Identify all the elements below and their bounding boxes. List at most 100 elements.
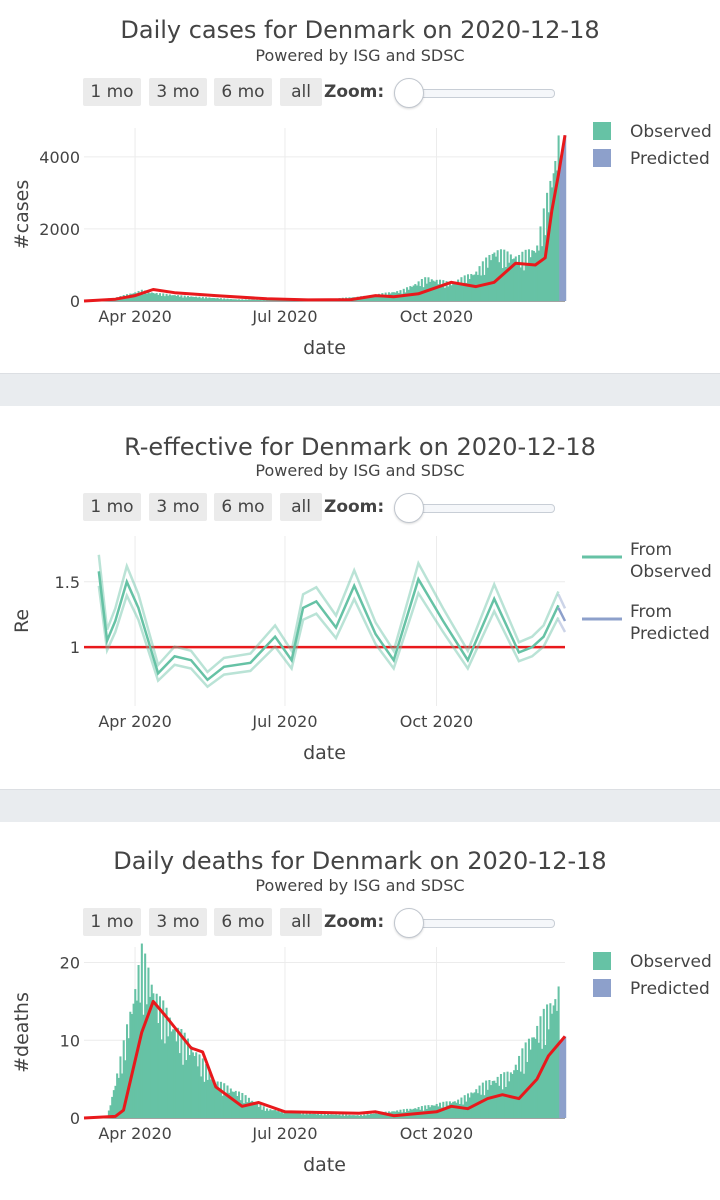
- bar: [537, 1042, 540, 1118]
- bar: [328, 1114, 331, 1118]
- bar: [213, 1080, 216, 1118]
- bar: [447, 1105, 450, 1118]
- bar: [239, 1100, 242, 1118]
- bar: [359, 1114, 362, 1118]
- range-3mo-button[interactable]: 3 mo: [149, 493, 207, 521]
- bar: [270, 300, 274, 301]
- bar: [371, 1113, 374, 1118]
- bar: [292, 1112, 295, 1118]
- legend-label: Observed: [630, 122, 712, 142]
- bar: [511, 259, 514, 301]
- range-3mo-button[interactable]: 3 mo: [149, 78, 207, 106]
- bar: [145, 293, 148, 301]
- bar: [249, 299, 252, 301]
- bar: [443, 287, 446, 301]
- bar: [160, 295, 163, 301]
- bar: [559, 160, 562, 301]
- bar: [508, 1081, 511, 1118]
- bar: [483, 1095, 486, 1118]
- bar: [373, 295, 376, 301]
- range-all-button[interactable]: all: [280, 493, 322, 521]
- deaths-panel: Daily deaths for Denmark on 2020-12-18 P…: [0, 822, 720, 1200]
- bar: [126, 1024, 129, 1118]
- bar: [531, 250, 534, 301]
- bar: [182, 297, 185, 301]
- bar: [145, 1004, 148, 1118]
- bar: [374, 1113, 377, 1118]
- bar: [233, 1092, 236, 1118]
- bar: [282, 1113, 285, 1118]
- y-tick-label: 20: [60, 954, 80, 973]
- bar: [109, 1105, 112, 1118]
- bar: [501, 268, 504, 301]
- range-6mo-button[interactable]: 6 mo: [214, 78, 272, 106]
- legend-label: From: [630, 540, 672, 560]
- bar: [163, 296, 166, 301]
- bar: [247, 299, 250, 301]
- bar: [452, 1101, 455, 1118]
- bar: [493, 1080, 496, 1118]
- bar: [524, 249, 527, 301]
- zoom-slider-thumb[interactable]: [394, 78, 424, 108]
- bar: [498, 1085, 501, 1118]
- bar: [478, 266, 481, 301]
- range-6mo-button[interactable]: 6 mo: [214, 908, 272, 936]
- bar: [205, 297, 208, 301]
- bar: [274, 1109, 277, 1118]
- bar: [162, 1000, 165, 1118]
- bar: [308, 1113, 311, 1118]
- bar: [401, 293, 404, 301]
- bar: [246, 299, 249, 301]
- x-tick-label: Apr 2020: [98, 307, 171, 326]
- bar: [434, 281, 437, 301]
- range-all-button[interactable]: all: [280, 908, 322, 936]
- bar: [139, 293, 142, 301]
- bar: [264, 1110, 267, 1118]
- bar: [236, 299, 239, 301]
- bar: [157, 294, 160, 301]
- bar: [206, 1079, 209, 1118]
- range-3mo-button[interactable]: 3 mo: [149, 908, 207, 936]
- bar: [295, 1112, 298, 1118]
- range-1mo-button[interactable]: 1 mo: [83, 78, 141, 106]
- x-tick-label: Jul 2020: [251, 1124, 317, 1143]
- fit-line: [83, 999, 567, 1120]
- bar: [275, 300, 278, 301]
- bar: [121, 1073, 124, 1118]
- bar: [140, 289, 143, 301]
- y-tick-label: 10: [60, 1031, 80, 1050]
- bar: [458, 1103, 461, 1118]
- bar: [244, 299, 247, 301]
- chart-title: Daily deaths for Denmark on 2020-12-18: [113, 847, 607, 875]
- bar: [218, 298, 221, 301]
- zoom-slider-thumb[interactable]: [394, 908, 424, 938]
- bar: [318, 1114, 321, 1118]
- bar: [219, 1081, 222, 1118]
- lower-band-line: [97, 585, 560, 689]
- range-6mo-button[interactable]: 6 mo: [214, 493, 272, 521]
- x-axis-title: date: [303, 337, 346, 359]
- bar: [322, 1115, 325, 1118]
- bar: [555, 1010, 558, 1118]
- bar: [177, 1027, 180, 1118]
- bar: [382, 295, 386, 301]
- bar: [480, 275, 483, 301]
- bar: [170, 295, 173, 301]
- bar: [338, 1114, 341, 1118]
- bar: [154, 293, 157, 301]
- bar: [247, 1097, 250, 1118]
- range-1mo-button[interactable]: 1 mo: [83, 908, 141, 936]
- range-1mo-button[interactable]: 1 mo: [83, 493, 141, 521]
- bar: [142, 294, 145, 301]
- zoom-slider-thumb[interactable]: [394, 493, 424, 523]
- range-all-button[interactable]: all: [280, 78, 322, 106]
- bar: [287, 1111, 290, 1118]
- bar: [175, 1041, 178, 1118]
- bar: [297, 1113, 300, 1118]
- upper-band-line: [557, 593, 567, 609]
- y-tick-label: 4000: [39, 148, 80, 167]
- bar: [536, 1025, 539, 1118]
- bar: [504, 1086, 507, 1118]
- bar: [251, 299, 254, 301]
- bar: [555, 170, 558, 301]
